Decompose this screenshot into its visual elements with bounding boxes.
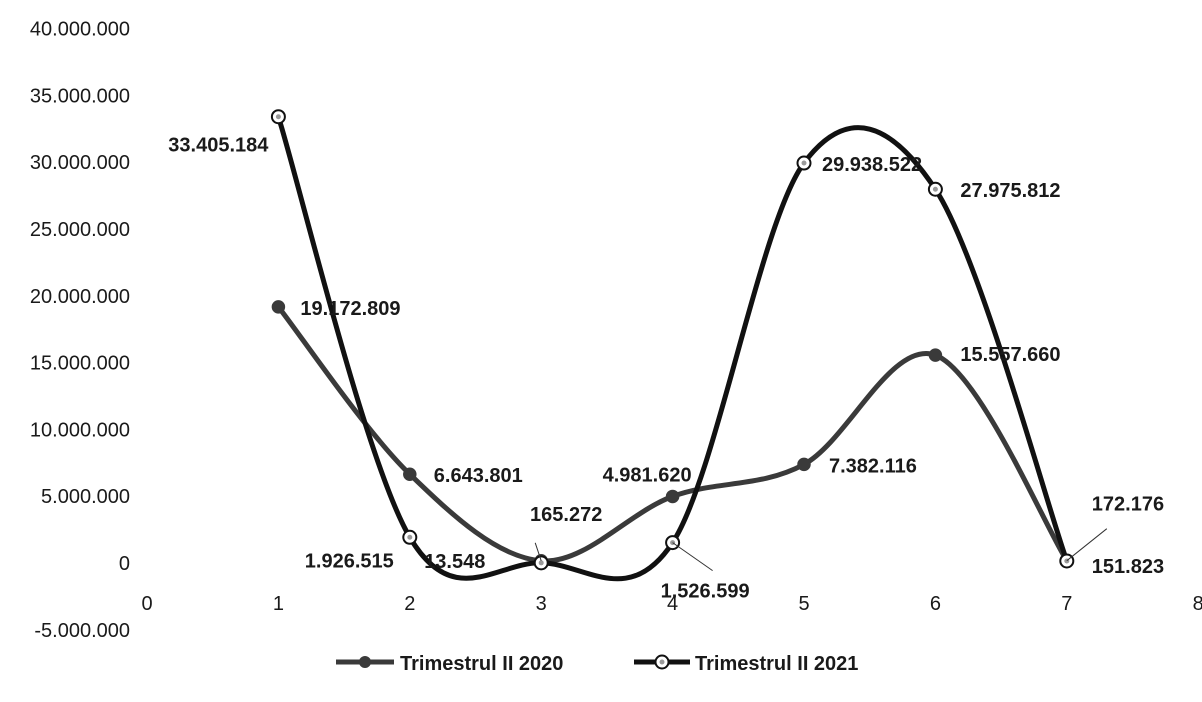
y-tick-label: 5.000.000	[41, 486, 130, 508]
series-2021-point-dot	[538, 560, 544, 566]
y-tick-label: 30.000.000	[30, 152, 130, 174]
legend-label: Trimestrul II 2021	[695, 653, 858, 675]
series-2021-point-dot	[932, 186, 938, 192]
x-tick-label: 5	[798, 593, 809, 615]
x-tick-label: 4	[667, 593, 678, 615]
y-tick-label: 0	[119, 553, 130, 575]
x-tick-label: 1	[273, 593, 284, 615]
series-2020-data-label: 4.981.620	[603, 464, 692, 486]
legend-label: Trimestrul II 2020	[400, 653, 563, 675]
series-2021-point-dot	[801, 160, 807, 166]
y-tick-label: -5.000.000	[34, 620, 130, 642]
series-2020-data-label: 15.557.660	[960, 344, 1060, 366]
data-label-leader	[534, 542, 542, 561]
series-2020-point	[928, 348, 943, 362]
series-2021-line	[275, 114, 1070, 582]
series-lines	[275, 114, 1070, 582]
y-tick-label: 35.000.000	[30, 85, 130, 107]
y-tick-label: 25.000.000	[30, 219, 130, 241]
series-2020-data-label: 165.272	[530, 504, 602, 526]
series-2021-data-label: 13.548	[424, 551, 485, 573]
legend-item-series-2021: Trimestrul II 2021	[634, 653, 858, 675]
x-tick-label: 7	[1061, 593, 1072, 615]
series-2020-data-label: 19.172.809	[300, 298, 400, 320]
y-axis-ticks: -5.000.000 0 5.000.000 10.000.000 15.000.000…	[30, 19, 130, 642]
x-tick-label: 3	[536, 593, 547, 615]
series-2020-data-label: 6.643.801	[434, 465, 523, 487]
legend-item-series-2020: Trimestrul II 2020	[336, 653, 563, 675]
series-2020-data-label: 172.176	[1092, 494, 1164, 516]
legend-marker	[359, 656, 371, 668]
series-2020-point	[665, 489, 680, 504]
series-2021-data-label: 1.926.515	[305, 550, 394, 572]
x-tick-label: 8	[1193, 593, 1202, 615]
series-2021-data-label: 27.975.812	[960, 180, 1060, 202]
data-label-leader	[672, 542, 713, 572]
series-2021-point-dot	[407, 534, 413, 540]
series-2020-point	[403, 467, 417, 481]
series-2021-data-label: 1.526.599	[661, 581, 750, 603]
y-tick-label: 20.000.000	[30, 286, 130, 308]
series-2020-point	[797, 457, 811, 472]
series-2020-point	[271, 300, 286, 314]
x-tick-label: 0	[141, 593, 152, 615]
legend-marker-dot	[659, 659, 665, 665]
y-tick-label: 10.000.000	[30, 419, 130, 441]
data-label-leader	[1066, 528, 1108, 562]
series-2020-data-label: 7.382.116	[829, 455, 917, 477]
x-tick-label: 6	[930, 593, 941, 615]
y-tick-label: 15.000.000	[30, 353, 130, 375]
series-2021-data-label: 29.938.522	[822, 154, 922, 176]
x-axis-ticks: 0 1 2 3 4 5 6 7 8	[141, 593, 1202, 615]
legend: Trimestrul II 2020 Trimestrul II 2021	[336, 653, 858, 675]
series-2021-data-label: 151.823	[1092, 556, 1164, 578]
series-2021-data-label: 33.405.184	[168, 135, 269, 157]
series-2020-line	[275, 304, 1070, 564]
x-tick-label: 2	[404, 593, 415, 615]
series-2021-point-dot	[275, 114, 281, 120]
y-tick-label: 40.000.000	[30, 19, 130, 41]
